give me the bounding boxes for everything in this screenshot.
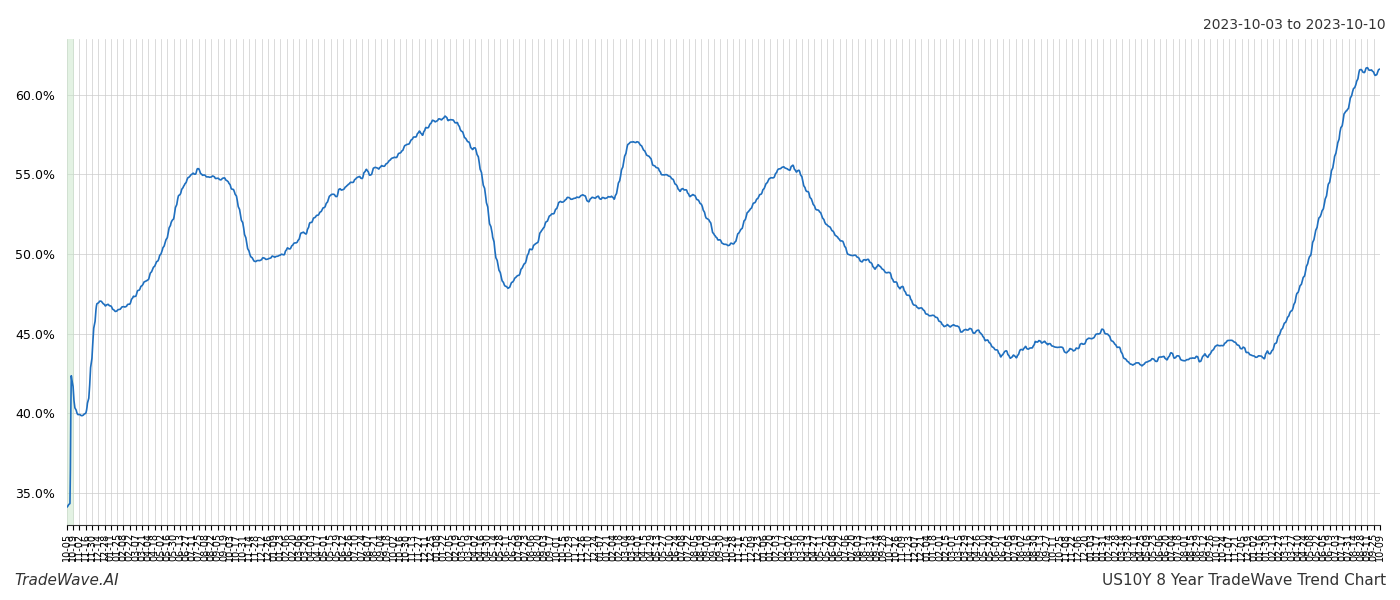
- Text: 2023-10-03 to 2023-10-10: 2023-10-03 to 2023-10-10: [1204, 18, 1386, 32]
- Text: US10Y 8 Year TradeWave Trend Chart: US10Y 8 Year TradeWave Trend Chart: [1102, 573, 1386, 588]
- Bar: [67, 39, 74, 525]
- Text: TradeWave.AI: TradeWave.AI: [14, 573, 119, 588]
